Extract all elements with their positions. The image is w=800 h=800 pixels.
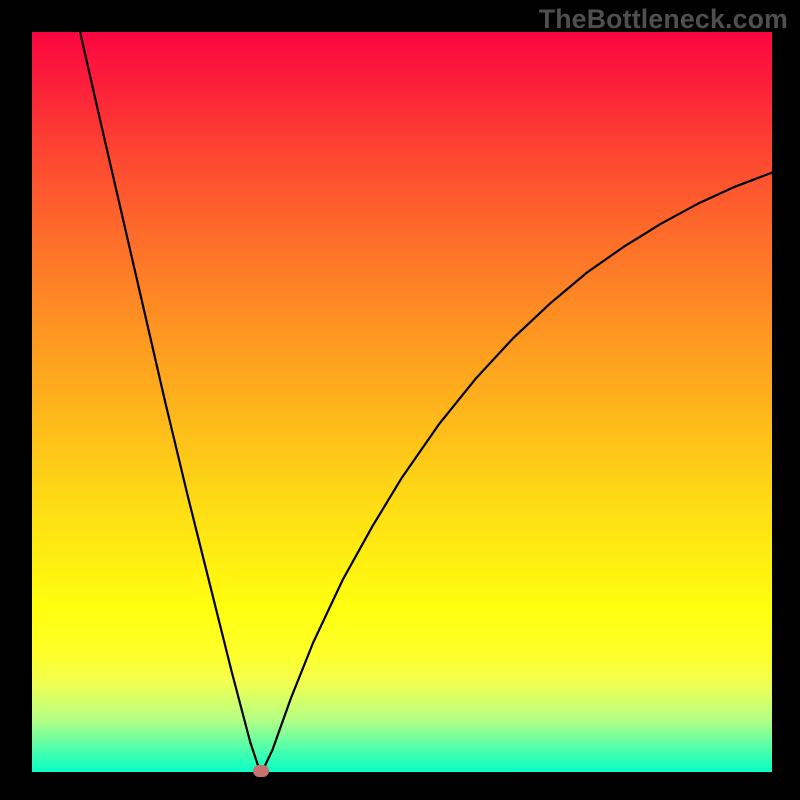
watermark-text: TheBottleneck.com	[539, 4, 788, 35]
plot-background-gradient	[32, 32, 772, 772]
plot-area	[32, 32, 772, 772]
minimum-marker	[253, 765, 269, 777]
